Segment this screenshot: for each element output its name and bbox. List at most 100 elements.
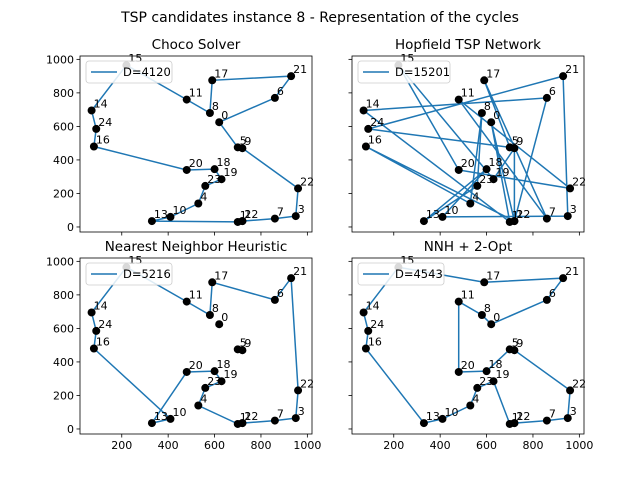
city-label-10: 10: [444, 406, 458, 419]
x-tick-label: 400: [158, 439, 179, 452]
city-label-10: 10: [172, 204, 186, 217]
legend-label: D=4120: [123, 65, 171, 79]
city-point-17: [208, 278, 217, 287]
city-point-22: [294, 184, 303, 193]
city-point-7: [270, 416, 279, 425]
city-point-9: [238, 144, 247, 153]
city-label-19: 19: [224, 166, 238, 179]
city-point-11: [454, 297, 463, 306]
legend-label: D=5216: [123, 267, 171, 281]
legend-box: [85, 262, 173, 286]
legend-box: [357, 262, 445, 286]
city-label-16: 16: [96, 336, 110, 349]
city-label-8: 8: [484, 100, 491, 113]
city-point-17: [208, 76, 217, 85]
panel-title: Choco Solver: [152, 37, 241, 53]
city-label-12: 12: [516, 410, 530, 423]
city-label-5: 5: [240, 134, 247, 147]
city-point-13: [147, 217, 156, 226]
city-label-22: 22: [572, 377, 586, 390]
city-label-16: 16: [368, 134, 382, 147]
city-label-20: 20: [461, 157, 475, 170]
city-label-3: 3: [570, 405, 577, 418]
city-label-2: 2: [516, 410, 523, 423]
city-label-22: 22: [300, 175, 314, 188]
city-label-13: 13: [154, 208, 168, 221]
panel-title: Hopfield TSP Network: [395, 37, 541, 53]
legend-label: D=4543: [395, 267, 443, 281]
city-label-14: 14: [366, 97, 380, 110]
city-label-24: 24: [98, 318, 112, 331]
city-label-2: 2: [244, 410, 251, 423]
city-label-20: 20: [461, 359, 475, 372]
city-point-8: [205, 108, 214, 117]
city-label-9: 9: [244, 337, 251, 350]
city-point-0: [215, 118, 224, 127]
city-point-16: [89, 344, 98, 353]
city-label-6: 6: [277, 287, 284, 300]
city-label-17: 17: [214, 269, 228, 282]
city-label-19: 19: [224, 368, 238, 381]
city-point-10: [166, 414, 175, 423]
city-label-5: 5: [512, 134, 519, 147]
figure-title: TSP candidates instance 8 - Representati…: [120, 10, 519, 26]
city-label-4: 4: [472, 393, 479, 406]
city-point-20: [454, 367, 463, 376]
y-tick-label: 800: [53, 87, 74, 100]
city-point-23: [201, 181, 210, 190]
city-point-3: [563, 414, 572, 423]
city-label-16: 16: [368, 336, 382, 349]
city-point-16: [361, 142, 370, 151]
city-label-19: 19: [496, 368, 510, 381]
city-label-2: 2: [244, 208, 251, 221]
city-point-24: [92, 124, 101, 133]
legend-box: [85, 60, 173, 84]
y-tick-label: 200: [53, 187, 74, 200]
city-label-0: 0: [493, 311, 500, 324]
city-point-11: [182, 95, 191, 104]
city-point-6: [270, 295, 279, 304]
legend: D=4543: [357, 262, 445, 286]
axes-frame: [79, 55, 313, 233]
city-label-9: 9: [244, 135, 251, 148]
city-label-7: 7: [549, 408, 556, 421]
city-label-9: 9: [516, 135, 523, 148]
city-label-14: 14: [94, 97, 108, 110]
city-point-11: [454, 95, 463, 104]
city-point-4: [194, 199, 203, 208]
panel-title: NNH + 2-Opt: [424, 239, 513, 255]
legend: D=15201: [357, 60, 451, 84]
city-point-10: [438, 414, 447, 423]
city-point-20: [454, 165, 463, 174]
city-point-8: [477, 310, 486, 319]
city-point-18: [482, 165, 491, 174]
axes-frame: [351, 55, 585, 233]
city-label-24: 24: [370, 116, 384, 129]
city-label-23: 23: [207, 375, 221, 388]
city-point-7: [542, 214, 551, 223]
city-label-2: 2: [516, 208, 523, 221]
x-tick-label: 1000: [293, 439, 321, 452]
city-point-9: [510, 346, 519, 355]
city-point-12: [510, 217, 519, 226]
city-point-12: [238, 419, 247, 428]
city-label-20: 20: [189, 157, 203, 170]
city-label-24: 24: [98, 116, 112, 129]
city-point-9: [238, 346, 247, 355]
city-label-1: 1: [240, 411, 247, 424]
city-label-5: 5: [512, 336, 519, 349]
city-label-0: 0: [493, 109, 500, 122]
city-point-0: [215, 320, 224, 329]
city-point-24: [92, 326, 101, 335]
city-point-10: [166, 212, 175, 221]
city-label-22: 22: [572, 175, 586, 188]
city-point-6: [270, 93, 279, 102]
city-point-13: [147, 419, 156, 428]
city-point-6: [542, 93, 551, 102]
city-point-21: [287, 274, 296, 283]
city-label-7: 7: [277, 206, 284, 219]
city-label-18: 18: [489, 156, 503, 169]
